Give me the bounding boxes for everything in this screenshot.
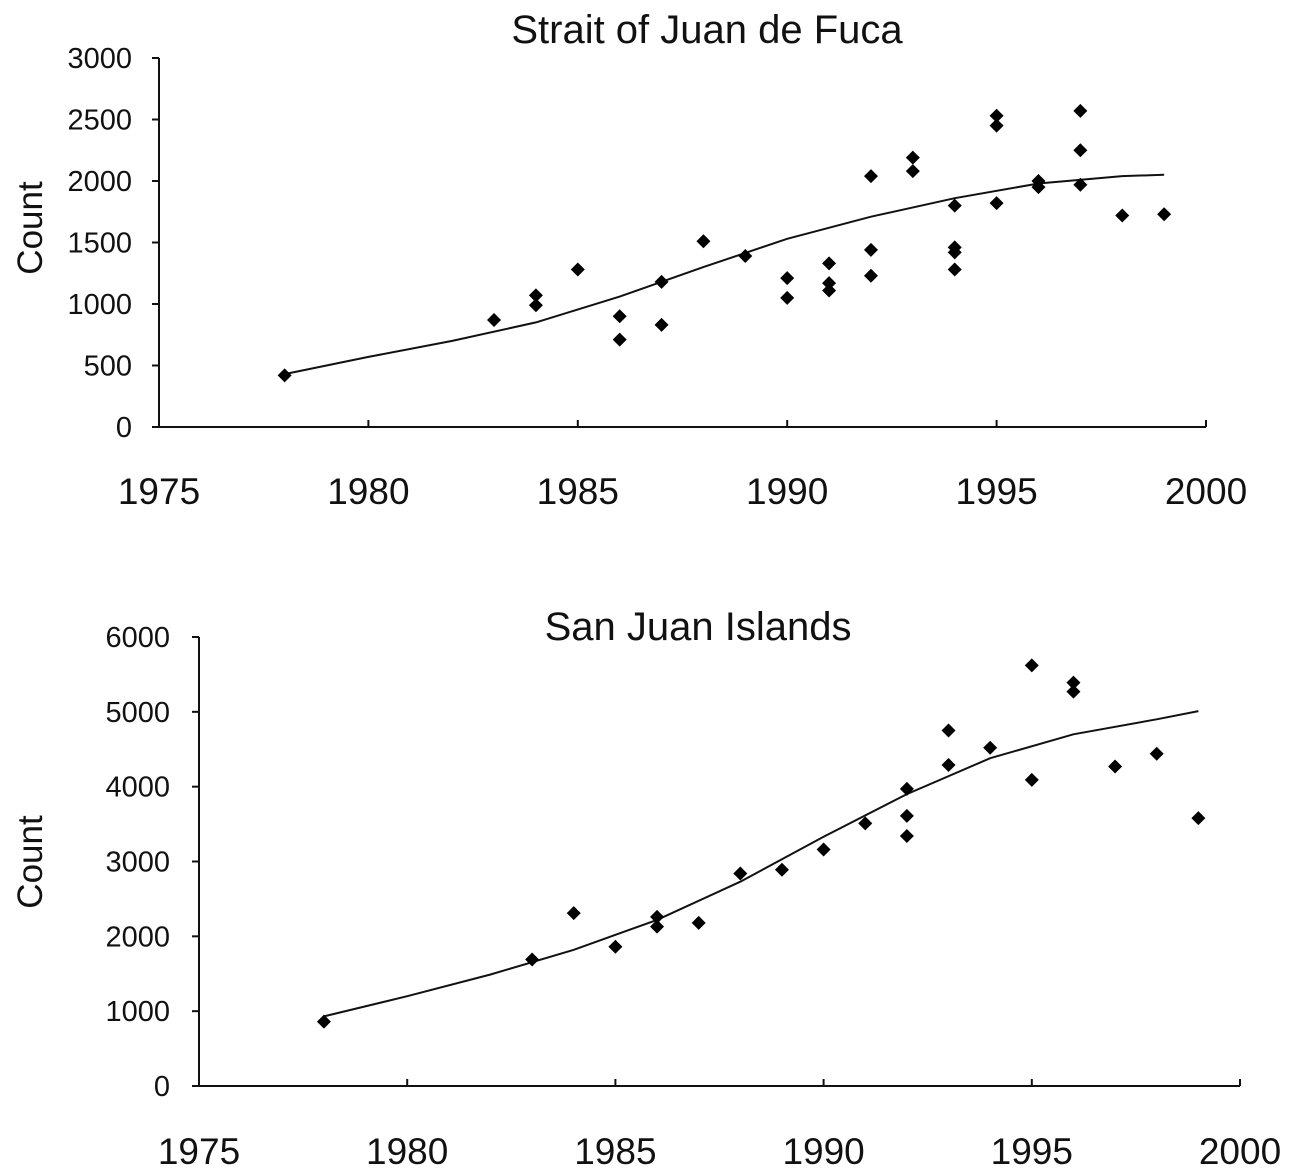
- y-axis-label: Count: [11, 181, 50, 275]
- y-tick-label: 0: [154, 1071, 170, 1103]
- x-tick-label: 1990: [782, 1131, 864, 1172]
- data-point: [899, 781, 914, 796]
- data-point: [1149, 746, 1164, 761]
- data-point: [947, 198, 962, 213]
- data-point: [1073, 103, 1088, 118]
- y-tick-label: 0: [116, 412, 132, 444]
- data-point: [654, 274, 669, 289]
- data-point: [691, 915, 706, 930]
- data-point: [1066, 684, 1081, 699]
- data-point: [899, 829, 914, 844]
- data-point: [989, 196, 1004, 211]
- x-tick-label: 1985: [537, 471, 619, 512]
- data-point: [612, 332, 627, 347]
- data-point: [816, 842, 831, 857]
- y-tick-label: 1500: [67, 228, 132, 260]
- y-axis-label: Count: [11, 815, 50, 909]
- y-tick-label: 500: [84, 351, 132, 383]
- x-tick-label: 2000: [1165, 471, 1247, 512]
- x-tick-label: 1975: [158, 1131, 240, 1172]
- data-point: [650, 919, 665, 934]
- data-point: [1066, 675, 1081, 690]
- x-tick-label: 1990: [746, 471, 828, 512]
- data-point: [1108, 759, 1123, 774]
- data-point: [899, 808, 914, 823]
- x-tick-label: 1985: [574, 1131, 656, 1172]
- data-point: [822, 256, 837, 271]
- data-point: [905, 150, 920, 165]
- data-point: [487, 312, 502, 327]
- y-tick-label: 3000: [105, 847, 170, 879]
- data-point: [863, 169, 878, 184]
- data-point: [316, 1014, 331, 1029]
- y-tick-label: 5000: [105, 697, 170, 729]
- data-point: [528, 288, 543, 303]
- data-point: [983, 740, 998, 755]
- data-point: [566, 906, 581, 921]
- data-point: [822, 276, 837, 291]
- data-point: [1191, 811, 1206, 826]
- data-point: [941, 723, 956, 738]
- chart-panel-strait: Strait of Juan de Fuca Count 0 500 1000 150…: [11, 8, 1247, 512]
- x-tick-label: 1980: [366, 1131, 448, 1172]
- y-tick-label: 1000: [105, 996, 170, 1028]
- chart-panel-san-juan: San Juan Islands Count 0 1000 2000 3000 4000…: [11, 605, 1281, 1172]
- data-point: [525, 952, 540, 967]
- data-point: [654, 317, 669, 332]
- data-point: [905, 164, 920, 179]
- y-tick-label: 2500: [67, 105, 132, 137]
- chart-title: Strait of Juan de Fuca: [511, 8, 903, 52]
- x-tick-label: 1995: [991, 1131, 1073, 1172]
- y-tick-label: 2000: [105, 921, 170, 953]
- data-point: [780, 271, 795, 286]
- x-tick-label: 1980: [327, 471, 409, 512]
- data-point: [941, 757, 956, 772]
- data-point: [696, 234, 711, 249]
- data-point: [733, 866, 748, 881]
- data-point: [1024, 658, 1039, 673]
- data-point: [989, 118, 1004, 133]
- data-point: [608, 939, 623, 954]
- y-tick-label: 1000: [67, 289, 132, 321]
- fit-curve: [323, 710, 1199, 1018]
- x-tick-label: 1995: [955, 471, 1037, 512]
- y-tick-label: 2000: [67, 166, 132, 198]
- data-point: [822, 283, 837, 298]
- data-point: [1024, 772, 1039, 787]
- x-tick-label: 2000: [1199, 1131, 1281, 1172]
- data-point: [738, 249, 753, 264]
- data-point: [277, 368, 292, 383]
- y-tick-label: 4000: [105, 772, 170, 804]
- data-point: [1031, 180, 1046, 195]
- data-point: [947, 262, 962, 277]
- x-tick-label: 1975: [118, 471, 200, 512]
- data-point: [570, 262, 585, 277]
- y-tick-label: 3000: [67, 43, 132, 75]
- y-tick-label: 6000: [105, 622, 170, 654]
- data-point: [947, 245, 962, 260]
- data-point: [1157, 207, 1172, 222]
- data-point: [863, 242, 878, 257]
- data-point: [1073, 143, 1088, 158]
- data-point: [1073, 177, 1088, 192]
- data-point: [612, 309, 627, 324]
- data-point: [863, 268, 878, 283]
- data-point: [1115, 208, 1130, 223]
- chart-title: San Juan Islands: [545, 605, 852, 649]
- data-point: [858, 816, 873, 831]
- data-point: [528, 298, 543, 313]
- data-point: [650, 909, 665, 924]
- fit-curve: [284, 173, 1165, 376]
- data-point: [774, 862, 789, 877]
- data-point: [780, 290, 795, 305]
- data-point: [989, 108, 1004, 123]
